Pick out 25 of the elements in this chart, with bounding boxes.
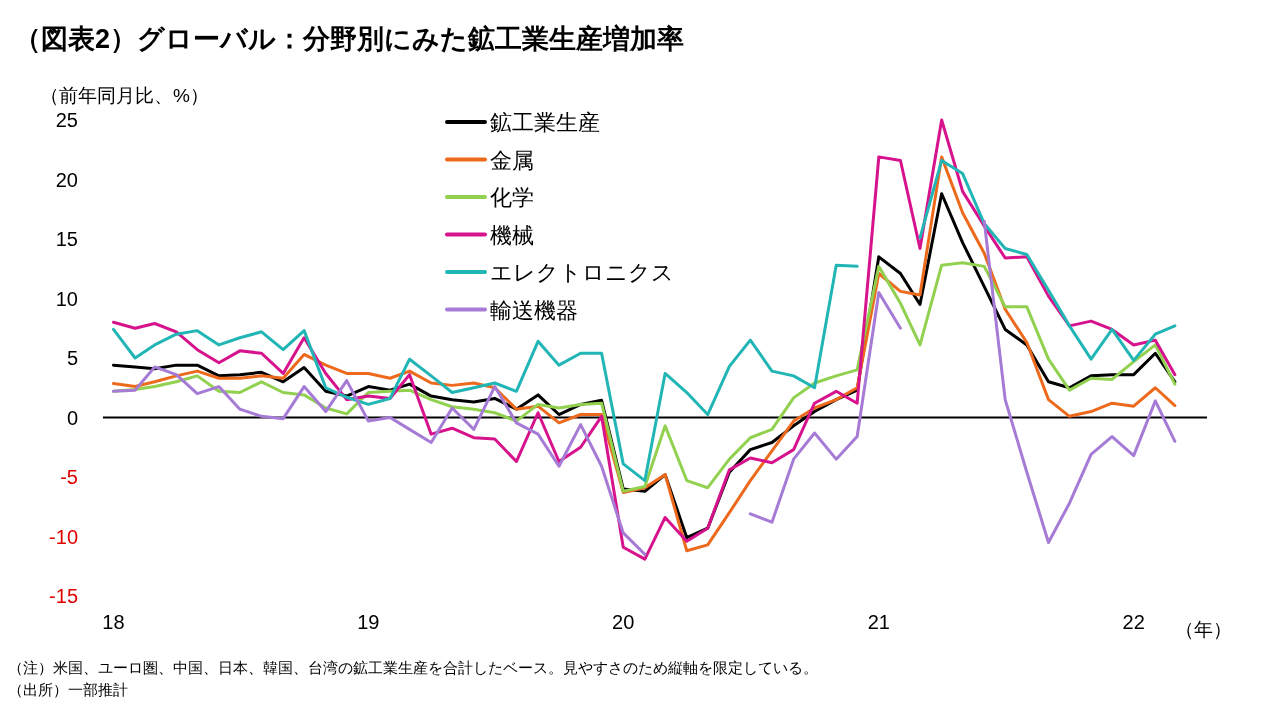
legend-label: 鉱工業生産	[490, 110, 600, 135]
y-tick-label: -10	[49, 525, 78, 548]
legend-label: 化学	[490, 185, 534, 210]
x-tick-label: 19	[357, 611, 380, 633]
chart-title: （図表2）グローバル：分野別にみた鉱工業生産増加率	[14, 24, 685, 54]
y-tick-label: 25	[55, 109, 78, 131]
legend-label: 金属	[490, 147, 534, 173]
text: （注）米国、ユーロ圏、中国、日本、韓国、台湾の鉱工業生産を合計したベース。見やすさのため縦軸を限定している。	[8, 659, 818, 676]
legend-label: 輸送機器	[490, 297, 578, 323]
y-tick-label: -15	[49, 585, 78, 607]
y-tick-label: 10	[55, 287, 78, 310]
y-tick-label: 0	[66, 406, 78, 429]
legend-label: エレクトロニクス	[490, 260, 674, 285]
y-axis-title: （前年同月比、%）	[40, 85, 209, 106]
legend-label: 機械	[490, 222, 534, 248]
y-tick-label: -5	[60, 466, 78, 488]
text: （出所）一部推計	[8, 681, 128, 698]
y-tick-label: 20	[55, 168, 78, 191]
x-tick-label: 21	[867, 611, 890, 633]
x-tick-label: 22	[1122, 611, 1145, 633]
x-tick-label: 18	[102, 611, 125, 633]
y-tick-label: 5	[66, 347, 78, 369]
x-tick-label: 20	[612, 611, 635, 633]
x-axis-title: （年）	[1175, 619, 1232, 640]
y-tick-label: 15	[55, 228, 78, 250]
